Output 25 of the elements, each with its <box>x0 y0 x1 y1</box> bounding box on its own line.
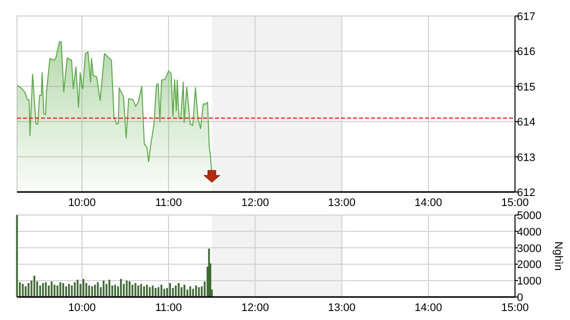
y-tick-label: 612 <box>517 187 536 199</box>
x-tick-label: 12:00 <box>241 302 269 314</box>
x-tick-label: 14:00 <box>414 197 442 209</box>
y-tick-label: 3000 <box>517 242 542 255</box>
x-tick-label: 13:00 <box>328 302 356 314</box>
x-tick-label: 14:00 <box>414 302 442 314</box>
y-tick-label: 617 <box>517 11 536 23</box>
y-tick-label: 616 <box>517 46 536 58</box>
y-tick-label: 2000 <box>517 259 542 272</box>
x-tick-label: 10:00 <box>68 302 96 314</box>
y-tick-label: 4000 <box>517 226 542 238</box>
x-tick-label: 15:00 <box>501 197 529 209</box>
y-axis-title: Nghìn <box>552 241 564 271</box>
x-tick-label: 11:00 <box>155 302 182 314</box>
x-tick-label: 12:00 <box>241 197 269 209</box>
y-tick-label: 613 <box>517 152 536 164</box>
x-tick-label: 10:00 <box>68 197 96 209</box>
y-tick-label: 614 <box>517 116 536 129</box>
x-tick-label: 15:00 <box>501 302 529 314</box>
y-tick-label: 615 <box>517 81 536 94</box>
y-tick-label: 5000 <box>517 210 542 222</box>
x-tick-label: 13:00 <box>328 197 356 209</box>
x-tick-label: 11:00 <box>155 197 182 209</box>
y-tick-label: 0 <box>517 292 524 304</box>
y-tick-label: 1000 <box>517 276 542 288</box>
